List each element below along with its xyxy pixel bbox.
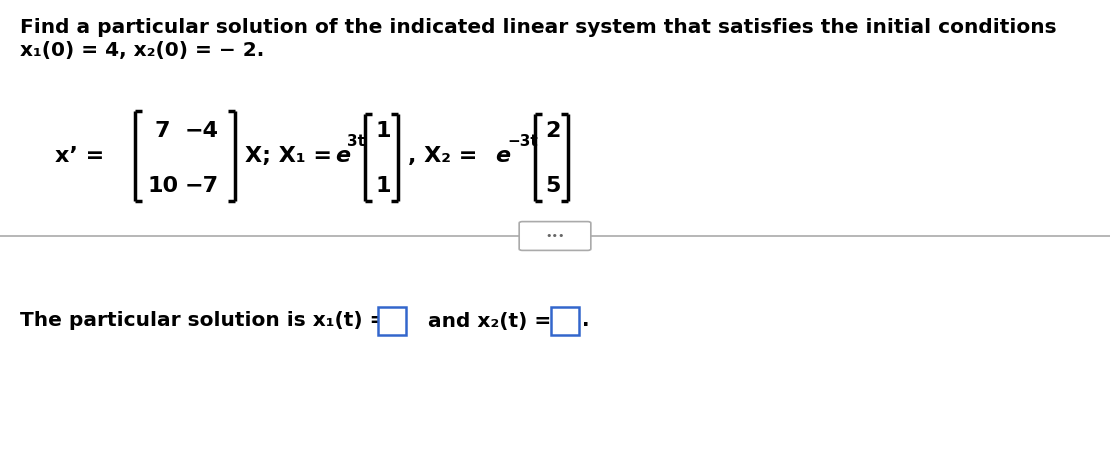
Text: and x₂(t) =: and x₂(t) =	[428, 311, 552, 330]
Text: −3t: −3t	[507, 133, 537, 149]
Text: 7: 7	[155, 121, 171, 141]
Text: 2: 2	[545, 121, 561, 141]
Text: x’ =: x’ =	[56, 146, 104, 166]
Text: 10: 10	[148, 176, 179, 196]
Text: 5: 5	[545, 176, 561, 196]
Text: The particular solution is x₁(t) =: The particular solution is x₁(t) =	[20, 311, 386, 330]
Text: , X₂ =: , X₂ =	[408, 146, 485, 166]
Text: 1: 1	[375, 121, 391, 141]
Text: −4: −4	[185, 121, 219, 141]
Text: •••: •••	[545, 231, 565, 241]
Text: .: .	[582, 311, 589, 330]
Text: 3t: 3t	[347, 133, 365, 149]
Text: 1: 1	[375, 176, 391, 196]
Text: X; X₁ =: X; X₁ =	[245, 146, 340, 166]
Text: Find a particular solution of the indicated linear system that satisfies the ini: Find a particular solution of the indica…	[20, 18, 1057, 37]
Text: e: e	[335, 146, 350, 166]
Text: −7: −7	[185, 176, 219, 196]
Text: x₁(0) = 4, x₂(0) = − 2.: x₁(0) = 4, x₂(0) = − 2.	[20, 41, 264, 60]
Text: e: e	[495, 146, 511, 166]
